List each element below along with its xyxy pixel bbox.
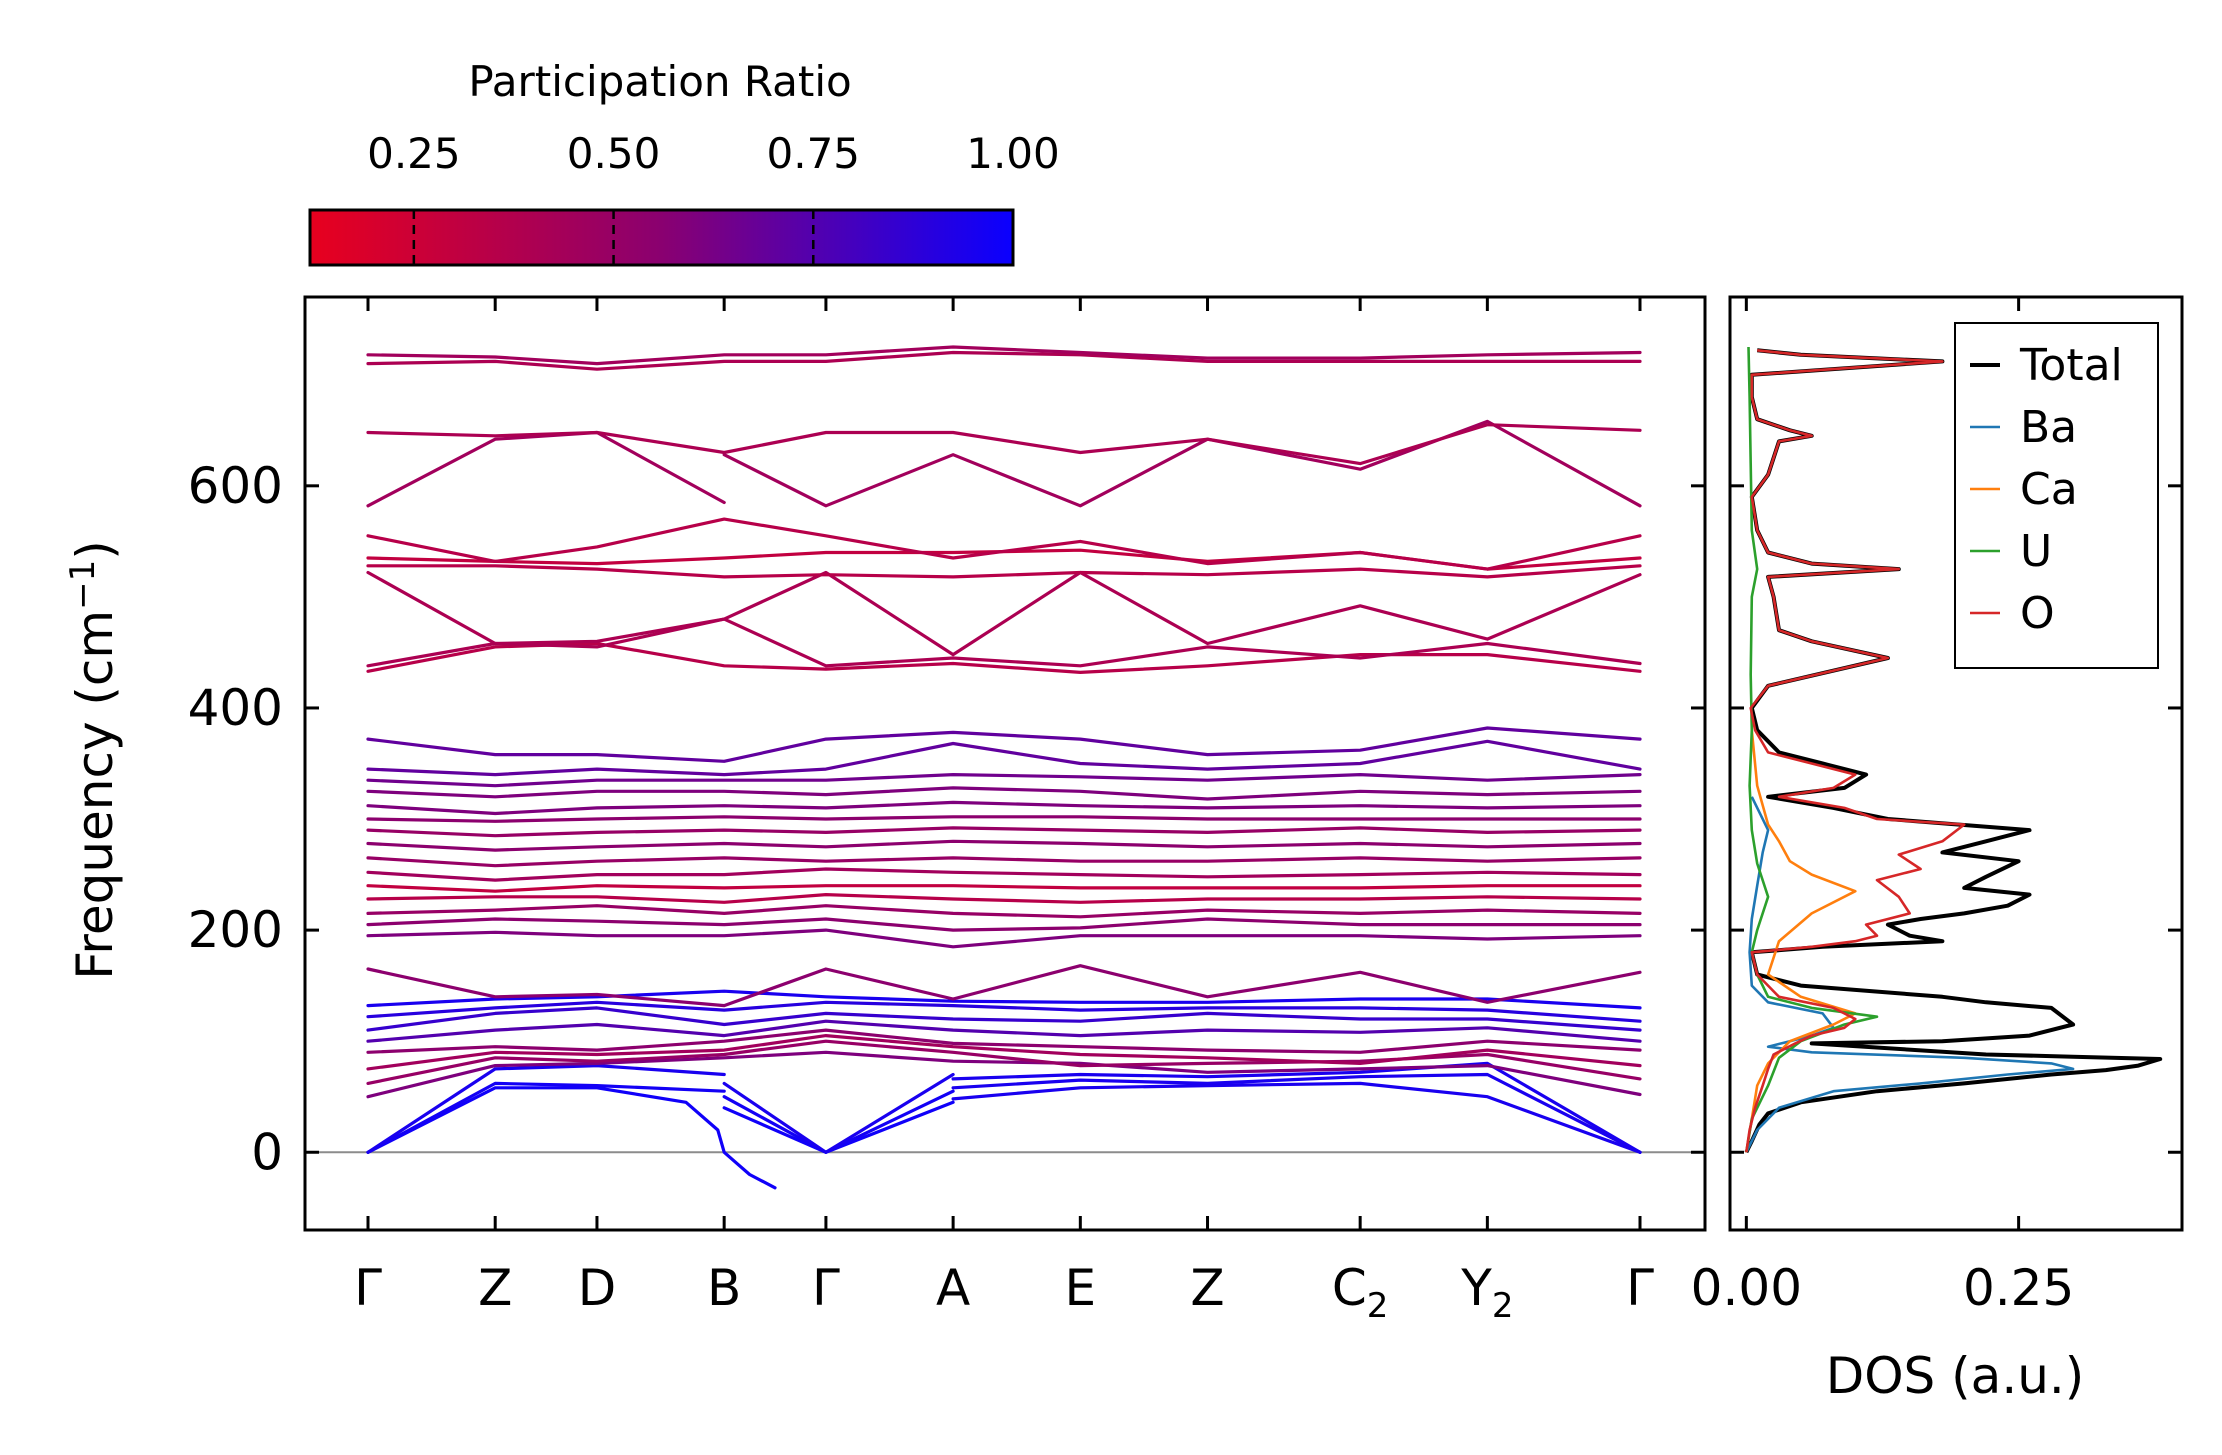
dos-x-tick-label: 0.25 [1963,1259,2074,1317]
phonon-band-op-8 [366,423,1642,466]
dos-panel: 0.00 0.25 DOS (a.u.) Total Ba Ca UO [1691,295,2184,1405]
phonon-band-mid-13 [366,773,1642,788]
kpoint-label: A [936,1259,970,1317]
colorbar-tick-label: 0.25 [367,129,461,178]
phonon-band-acoustic-3 [366,1064,726,1154]
colorbar-gradient [308,208,1015,267]
phonon-band-acoustic-c-1 [951,1081,1642,1154]
legend-label-u: U [2020,526,2052,577]
phonon-band-acoustic-1 [366,1086,777,1190]
legend-label-ba: Ba [2020,402,2077,453]
colorbar-ticks: 0.25 0.50 0.75 1.00 [367,129,1060,265]
phonon-band-op-7 [366,430,726,508]
phonon-band-op-4 [366,564,1642,579]
phonon-band-mid-9 [366,826,1642,838]
kpoint-label: E [1065,1259,1097,1317]
dos-curve-ca [1745,730,1857,1153]
dos-curve-o [1745,349,1966,1153]
band-structure-panel: 0 200 400 600 Γ Z D B Γ A E Z C2 Y2 Γ Frequency (cm−1… [63,295,1707,1326]
phonon-band-mid-12 [366,786,1642,801]
phonon-band-mid-8 [366,839,1642,852]
legend-label-total: Total [2019,340,2123,391]
band-y-tick-label: 600 [188,457,283,515]
phonon-band-acoustic-c-2 [951,1072,1642,1154]
legend-label-o: O [2020,588,2055,639]
dos-ticks: 0.00 0.25 [1691,297,2182,1317]
phonon-band-mid-11 [366,800,1642,816]
phonon-band-top-2 [366,345,1642,366]
kpoint-label: Z [1190,1259,1224,1317]
band-y-tick-label: 200 [188,901,283,959]
band-kpoint-ticks: Γ Z D B Γ A E Z C2 Y2 Γ [354,297,1654,1326]
phonon-band-acoustic-c-3 [951,1061,1642,1154]
phonon-band-low-9 [366,964,1642,1008]
phonon-band-mid-3 [366,904,1642,919]
phonon-band-low-8 [366,989,1642,1010]
legend-label-ca: Ca [2020,464,2078,515]
dos-plot-frame [1728,295,2184,1232]
kpoint-label: C2 [1332,1259,1389,1326]
dos-curve-u [1745,346,1879,1153]
dos-x-axis-label: DOS (a.u.) [1826,1347,2085,1405]
colorbar-tick-label: 0.50 [567,129,661,178]
band-plot-frame [303,295,1707,1232]
kpoint-label: Z [478,1259,512,1317]
phonon-band-mid-6 [366,867,1642,882]
phonon-band-op-7 [722,419,1642,508]
phonon-band-op-2 [366,617,1642,668]
phonon-band-low-6 [366,1006,1642,1032]
phonon-band-low-4 [366,1028,1642,1054]
legend-box [1954,322,2159,669]
phonon-band-mid-10 [366,815,1642,823]
phonon-band-acoustic-b-3 [722,1072,955,1154]
dos-legend: Total Ba Ca UO [1954,322,2159,669]
kpoint-label: B [707,1259,741,1317]
phonon-band-mid-2 [366,917,1642,932]
colorbar-tick-label: 0.75 [767,129,861,178]
colorbar-title: Participation Ratio [468,57,851,106]
phonon-band-mid-7 [366,856,1642,868]
phonon-band-mid-14 [366,739,1642,777]
phonon-band-top-1 [366,350,1642,371]
kpoint-label: Γ [354,1259,382,1317]
phonon-band-op-3 [366,570,1642,657]
phonon-band-mid-15 [366,726,1642,763]
band-y-ticks: 0 200 400 600 [188,457,1705,1181]
kpoint-label: Γ [1626,1259,1654,1317]
phonon-band-low-3 [366,1034,1642,1071]
kpoint-label: Γ [812,1259,840,1317]
dos-curves [1744,346,2163,1154]
dos-x-tick-label: 0.00 [1691,1259,1802,1317]
phonon-band-low-7 [366,1000,1642,1023]
phonon-band-acoustic-2 [366,1081,726,1154]
band-y-axis-label: Frequency (cm−1) [63,540,124,980]
phonon-band-mid-1 [366,928,1642,949]
phonon-band-mid-4 [366,893,1642,904]
colorbar: Participation Ratio 0.25 0.50 0.75 1.00 [308,57,1060,267]
kpoint-label: D [578,1259,617,1317]
phonon-band-low-1 [366,1050,1642,1099]
phonon-band-op-6 [366,517,1642,571]
band-y-tick-label: 400 [188,679,283,737]
colorbar-tick-label: 1.00 [966,129,1060,178]
phonon-band-mid-5 [366,884,1642,893]
phonon-band-low-5 [366,1019,1642,1043]
phonon-bands [366,345,1642,1190]
band-y-tick-label: 0 [251,1123,283,1181]
kpoint-label: Y2 [1460,1259,1513,1326]
